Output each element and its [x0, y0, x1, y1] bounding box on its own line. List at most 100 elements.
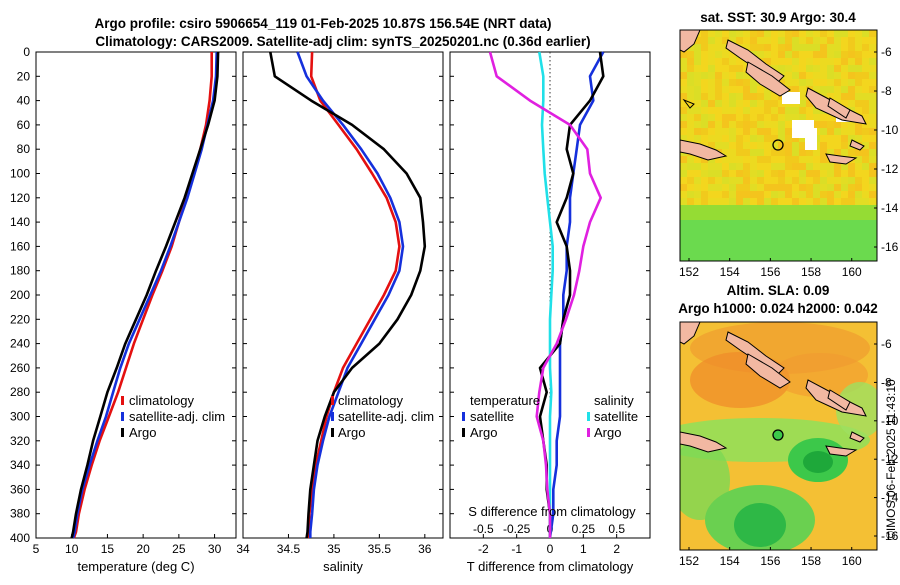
sst-cell — [778, 121, 785, 128]
sla-map-field — [680, 322, 877, 550]
sst-cell — [862, 107, 869, 114]
sst-cell — [848, 93, 855, 100]
figure-title-line2: Climatology: CARS2009. Satellite-adj cli… — [95, 34, 590, 49]
sst-cell — [750, 191, 757, 198]
sst-cell — [792, 163, 799, 170]
sst-cell — [806, 107, 813, 114]
sst-cell — [827, 177, 834, 184]
temperature-legend: climatology satellite-adj. clim Argo — [121, 393, 225, 440]
sst-cell — [680, 51, 687, 58]
sst-cell — [715, 163, 722, 170]
sst-cell — [687, 184, 694, 191]
depth-tick-label: 240 — [10, 337, 30, 351]
map-y-tick-label: -12 — [881, 452, 899, 466]
sst-cell — [848, 51, 855, 58]
sst-cell — [708, 44, 715, 51]
sst-cell — [799, 30, 806, 37]
sst-cell — [708, 93, 715, 100]
sst-cell — [785, 72, 792, 79]
sst-cell — [841, 86, 848, 93]
sst-cell — [736, 163, 743, 170]
sst-cell — [820, 121, 827, 128]
sst-cell — [806, 177, 813, 184]
sst-cell — [792, 191, 799, 198]
sst-cell — [743, 170, 750, 177]
sst-cell — [729, 121, 736, 128]
sst-cell — [834, 72, 841, 79]
sst-cell — [715, 72, 722, 79]
sst-cell — [687, 86, 694, 93]
sst-cell — [715, 58, 722, 65]
sst-cell — [834, 51, 841, 58]
sst-cell — [715, 128, 722, 135]
sst-cell — [799, 72, 806, 79]
sst-cell — [729, 114, 736, 121]
sst-cell — [771, 44, 778, 51]
sst-cell — [806, 170, 813, 177]
map-x-tick-label: 152 — [679, 265, 699, 279]
sst-cell — [708, 72, 715, 79]
sst-cell — [827, 79, 834, 86]
sst-cell — [785, 163, 792, 170]
sst-cell — [848, 128, 855, 135]
sst-cell — [715, 79, 722, 86]
sst-cell — [764, 30, 771, 37]
sst-cell — [771, 163, 778, 170]
sst-cell — [694, 184, 701, 191]
sst-cell — [806, 44, 813, 51]
imos-watermark: ©IMOS 06-Feb-2025 11:43:10 — [884, 379, 898, 540]
sst-cell — [841, 37, 848, 44]
sst-cell — [771, 177, 778, 184]
sst-cell — [820, 72, 827, 79]
x-tick-label: 0 — [547, 542, 554, 556]
sst-cell — [778, 184, 785, 191]
sst-cell — [799, 58, 806, 65]
sst-cell — [750, 142, 757, 149]
sst-cell — [757, 177, 764, 184]
sst-cell — [729, 37, 736, 44]
sst-cell — [813, 86, 820, 93]
sst-cell — [680, 163, 687, 170]
sst-cell — [680, 93, 687, 100]
map-y-tick-label: -10 — [881, 123, 899, 137]
sst-cell — [827, 44, 834, 51]
sst-cell — [799, 100, 806, 107]
legend-label-satellite-adj: satellite-adj. clim — [338, 409, 434, 424]
depth-tick-label: 360 — [10, 482, 30, 496]
depth-tick-label: 160 — [10, 239, 30, 253]
sst-cell — [862, 163, 869, 170]
map-y-tick-label: -8 — [881, 375, 892, 389]
sst-cell — [855, 65, 862, 72]
sst-cell — [708, 163, 715, 170]
sst-cell — [736, 72, 743, 79]
sst-cell — [680, 72, 687, 79]
sst-cell — [715, 65, 722, 72]
sst-cell — [680, 65, 687, 72]
map-x-tick-label: 156 — [760, 554, 780, 568]
sst-cell — [771, 170, 778, 177]
sst-cell — [687, 65, 694, 72]
sst-cell — [778, 114, 785, 121]
sst-cell — [736, 149, 743, 156]
sst-cell — [848, 72, 855, 79]
map-x-tick-label: 160 — [842, 265, 862, 279]
sst-cell — [750, 156, 757, 163]
sst-cell — [729, 198, 736, 205]
sst-cell — [757, 121, 764, 128]
sst-cell — [722, 177, 729, 184]
axis-ticks: 0204060801001201401601802002202402602803… — [10, 45, 650, 556]
sst-cell — [869, 198, 876, 205]
sst-cell — [708, 37, 715, 44]
sst-cell — [862, 44, 869, 51]
x-tick-label: 35.5 — [368, 542, 392, 556]
sst-cell — [848, 135, 855, 142]
map-x-tick-label: 156 — [760, 265, 780, 279]
sst-cell — [806, 149, 813, 156]
sst-cell — [799, 191, 806, 198]
sst-cell — [799, 37, 806, 44]
sst-cell — [834, 30, 841, 37]
sst-cell — [750, 149, 757, 156]
sst-cell — [687, 191, 694, 198]
sst-cell — [715, 198, 722, 205]
sst-cell — [827, 37, 834, 44]
